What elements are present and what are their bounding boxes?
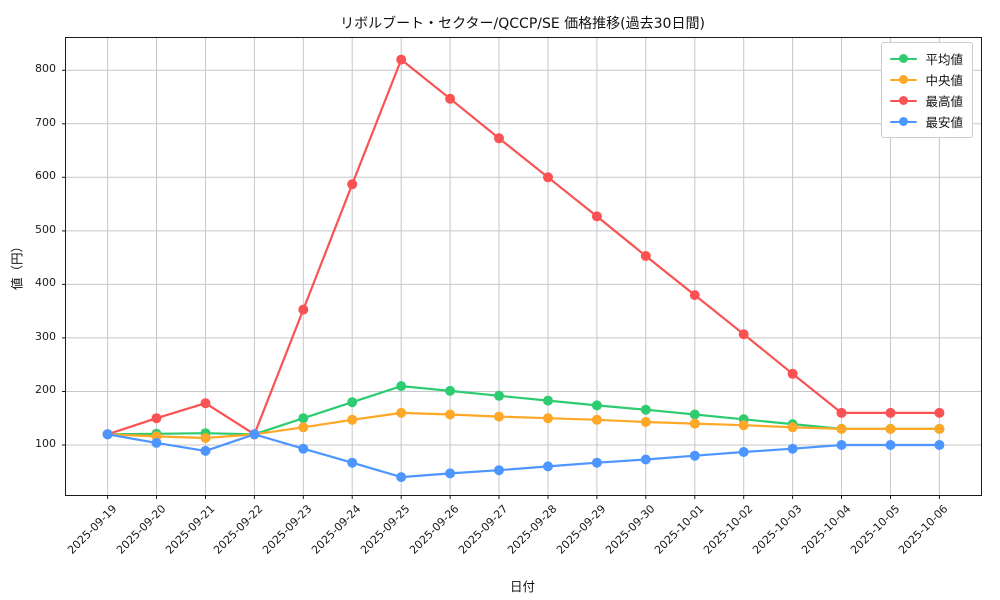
x-tick-label: 2025-09-24 — [309, 502, 364, 557]
x-tick-label: 2025-09-22 — [211, 502, 266, 557]
legend-label: 中央値 — [925, 73, 963, 88]
legend-label: 最安値 — [925, 115, 963, 130]
x-tick-label: 2025-09-25 — [358, 502, 413, 557]
y-tick-label: 500 — [35, 222, 56, 236]
y-tick-label: 300 — [35, 329, 56, 343]
x-tick-label: 2025-09-23 — [260, 502, 315, 557]
x-axis-label: 日付 — [509, 579, 535, 594]
y-tick-label: 700 — [35, 115, 56, 129]
y-tick-label: 800 — [35, 62, 56, 76]
x-tick-label: 2025-09-29 — [553, 502, 609, 557]
x-tick-label: 2025-09-21 — [162, 502, 217, 557]
x-tick-label: 2025-09-30 — [602, 502, 658, 557]
x-tick-label: 2025-10-01 — [651, 502, 707, 557]
y-tick-label: 400 — [35, 276, 56, 290]
x-tick-label: 2025-10-06 — [896, 502, 951, 557]
legend-item-max: 最高値 — [890, 90, 963, 111]
y-tick-label: 200 — [35, 383, 56, 397]
legend-item-median: 中央値 — [890, 69, 963, 90]
x-tick-label: 2025-10-05 — [847, 502, 902, 557]
x-tick-label: 2025-09-19 — [64, 502, 120, 557]
chart-title: リボルブート・セクター/QCCP/SE 価格推移(過去30日間) — [340, 16, 705, 32]
legend-label: 平均値 — [925, 52, 963, 67]
legend-line-marker-icon — [890, 116, 918, 127]
chart-canvas — [62, 38, 981, 499]
plot-area — [62, 37, 982, 499]
legend-item-average: 平均値 — [890, 48, 963, 69]
x-tick-label: 2025-10-04 — [798, 502, 854, 557]
y-axis-label: 値（円） — [9, 239, 25, 291]
legend-item-min: 最安値 — [890, 111, 963, 132]
x-tick-label: 2025-09-27 — [456, 502, 511, 557]
y-tick-label: 100 — [35, 437, 56, 450]
y-tick-label: 600 — [35, 169, 56, 183]
x-tick-label: 2025-09-20 — [113, 502, 169, 557]
legend-label: 最高値 — [925, 94, 963, 109]
legend-line-marker-icon — [890, 95, 918, 106]
legend: 平均値 中央値 最高値 最安値 — [881, 42, 973, 138]
x-tick-label: 2025-10-02 — [700, 502, 756, 557]
legend-line-marker-icon — [890, 53, 918, 64]
x-tick-label: 2025-09-28 — [505, 502, 560, 557]
legend-line-marker-icon — [890, 74, 918, 85]
x-tick-label: 2025-09-26 — [407, 502, 462, 557]
x-tick-label: 2025-10-03 — [749, 502, 805, 557]
